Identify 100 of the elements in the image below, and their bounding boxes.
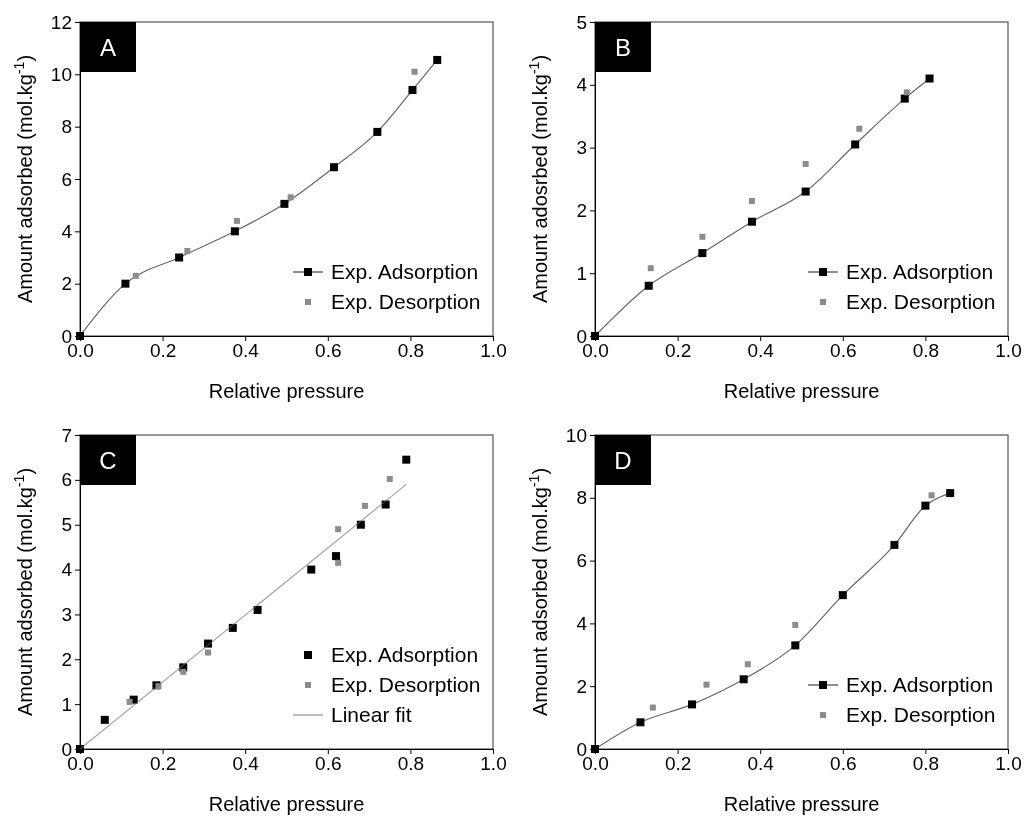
point bbox=[921, 501, 930, 510]
point bbox=[838, 591, 847, 600]
point bbox=[373, 127, 382, 136]
point bbox=[791, 641, 800, 650]
y-tick-label: 2 bbox=[576, 199, 587, 221]
point bbox=[903, 89, 910, 96]
point bbox=[408, 86, 417, 95]
point bbox=[121, 279, 130, 288]
text: B bbox=[614, 34, 632, 61]
point bbox=[591, 745, 599, 753]
point bbox=[184, 247, 191, 254]
point bbox=[802, 160, 809, 167]
point bbox=[703, 681, 710, 688]
point bbox=[381, 500, 390, 509]
point bbox=[386, 475, 393, 482]
point bbox=[644, 281, 653, 290]
y-tick-label: 4 bbox=[61, 559, 73, 581]
y-tick-label: 6 bbox=[61, 469, 72, 491]
x-tick-label: 0.6 bbox=[830, 340, 857, 362]
legend-label: Exp. Adsorption bbox=[331, 643, 479, 666]
point bbox=[233, 217, 240, 224]
y-tick-label: 2 bbox=[61, 648, 72, 670]
point bbox=[402, 455, 411, 464]
point bbox=[100, 715, 109, 724]
legend-label: Exp. Adsorption bbox=[846, 673, 994, 696]
x-tick-label: 0.2 bbox=[664, 753, 692, 775]
y-tick-label: 4 bbox=[61, 220, 73, 242]
y-tick-label: 6 bbox=[61, 168, 72, 190]
x-tick-label: 1.0 bbox=[995, 753, 1022, 775]
point bbox=[76, 332, 84, 340]
point bbox=[287, 194, 294, 201]
point bbox=[699, 233, 706, 240]
legend-label: Exp. Desorption bbox=[331, 673, 481, 696]
text: D bbox=[614, 447, 632, 474]
x-tick-label: 0.4 bbox=[232, 340, 260, 362]
point bbox=[230, 227, 239, 236]
point bbox=[228, 623, 237, 632]
point bbox=[856, 125, 863, 132]
y-tick-label: 5 bbox=[576, 11, 587, 33]
point bbox=[636, 718, 645, 727]
y-tick-label: 10 bbox=[50, 63, 72, 85]
point bbox=[925, 74, 934, 83]
point bbox=[739, 675, 748, 684]
point bbox=[307, 565, 316, 574]
point bbox=[649, 704, 656, 711]
point bbox=[801, 187, 810, 196]
x-axis-title: Relative pressure bbox=[723, 793, 880, 815]
y-tick-label: 10 bbox=[565, 424, 587, 446]
x-tick-label: 0.8 bbox=[912, 340, 940, 362]
point bbox=[851, 140, 860, 149]
point bbox=[332, 552, 341, 561]
point bbox=[698, 249, 707, 258]
point bbox=[946, 489, 955, 498]
point bbox=[928, 492, 935, 499]
y-tick-label: 12 bbox=[50, 11, 72, 33]
point bbox=[688, 700, 697, 709]
x-tick-label: 0.6 bbox=[830, 753, 857, 775]
y-tick-label: 5 bbox=[61, 514, 72, 536]
point bbox=[175, 253, 184, 262]
x-tick-label: 0.4 bbox=[747, 753, 775, 775]
x-tick-label: 1.0 bbox=[995, 340, 1022, 362]
point bbox=[647, 265, 654, 272]
point bbox=[411, 68, 418, 75]
point bbox=[132, 272, 139, 279]
y-tick-label: 3 bbox=[61, 604, 72, 626]
x-axis-title: Relative pressure bbox=[723, 380, 880, 402]
x-tick-label: 0.8 bbox=[397, 340, 425, 362]
point bbox=[744, 661, 751, 668]
y-tick-label: 1 bbox=[576, 262, 587, 284]
x-tick-label: 1.0 bbox=[480, 340, 507, 362]
legend-label: Exp. Desorption bbox=[846, 703, 996, 726]
legend-label: Exp. Adsorption bbox=[846, 260, 994, 283]
y-tick-label: 7 bbox=[61, 424, 72, 446]
y-tick-label: 8 bbox=[576, 487, 587, 509]
legend-label: Exp. Adsorption bbox=[331, 260, 479, 283]
x-tick-label: 0.4 bbox=[232, 753, 260, 775]
point bbox=[890, 540, 899, 549]
point bbox=[330, 163, 338, 172]
text: A bbox=[99, 34, 117, 61]
legend-label: Exp. Desorption bbox=[846, 290, 996, 313]
y-tick-label: 2 bbox=[576, 675, 587, 697]
x-axis-title: Relative pressure bbox=[208, 793, 365, 815]
point bbox=[433, 55, 442, 64]
point bbox=[126, 698, 133, 705]
point bbox=[253, 605, 262, 614]
point bbox=[280, 199, 289, 208]
y-tick-label: 1 bbox=[61, 693, 72, 715]
point bbox=[361, 502, 368, 509]
x-tick-label: 1.0 bbox=[480, 753, 507, 775]
y-tick-label: 3 bbox=[576, 137, 587, 159]
point bbox=[335, 559, 342, 566]
x-tick-label: 0.2 bbox=[664, 340, 692, 362]
point bbox=[205, 649, 212, 656]
x-tick-label: 0.2 bbox=[149, 340, 177, 362]
point bbox=[76, 745, 84, 753]
y-tick-label: 6 bbox=[576, 550, 587, 572]
y-tick-label: 8 bbox=[61, 116, 72, 138]
point bbox=[900, 94, 909, 103]
point bbox=[356, 520, 365, 529]
legend-label: Exp. Desorption bbox=[331, 290, 481, 313]
